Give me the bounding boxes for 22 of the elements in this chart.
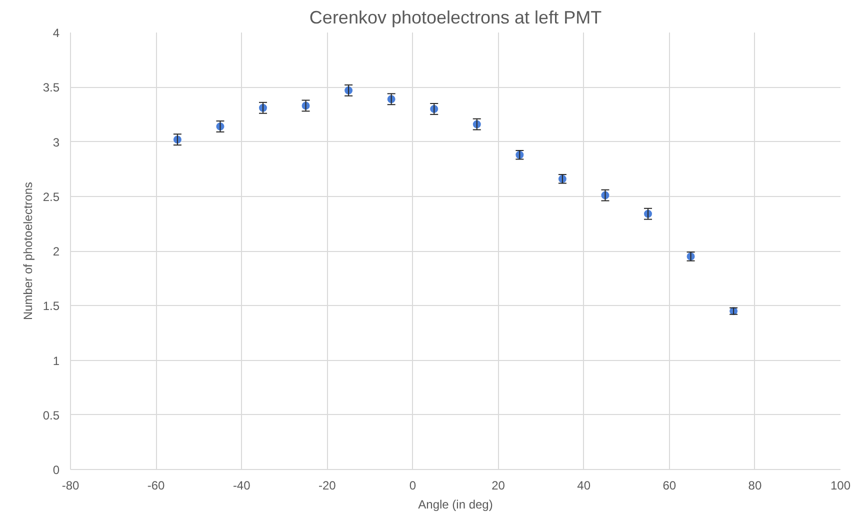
- y-tick-label: 2: [52, 244, 60, 258]
- x-tick-label: 60: [662, 478, 676, 492]
- x-tick-label: 20: [492, 478, 506, 492]
- chart-title: Cerenkov photoelectrons at left PMT: [309, 8, 602, 28]
- x-tick-label: -40: [232, 478, 251, 492]
- x-tick-label: 100: [830, 478, 851, 492]
- y-tick-label: 0: [52, 463, 60, 477]
- y-tick-label: 1: [52, 354, 60, 368]
- x-axis-title: Angle (in deg): [418, 498, 493, 512]
- x-tick-label: 80: [748, 478, 762, 492]
- x-tick-label: -80: [62, 478, 80, 492]
- x-tick-label: -60: [147, 478, 166, 492]
- y-tick-label: 3.5: [42, 80, 60, 95]
- x-tick-label: 40: [577, 478, 591, 492]
- x-tick-label: 0: [409, 478, 416, 492]
- y-tick-label: 0.5: [42, 408, 60, 422]
- y-tick-label: 1.5: [42, 299, 60, 314]
- x-tick-label: -20: [318, 478, 336, 492]
- y-tick-label: 4: [52, 26, 60, 40]
- y-tick-label: 2.5: [42, 190, 60, 204]
- y-axis-title: Number of photoelectrons: [20, 182, 35, 320]
- y-tick-label: 3: [52, 135, 60, 150]
